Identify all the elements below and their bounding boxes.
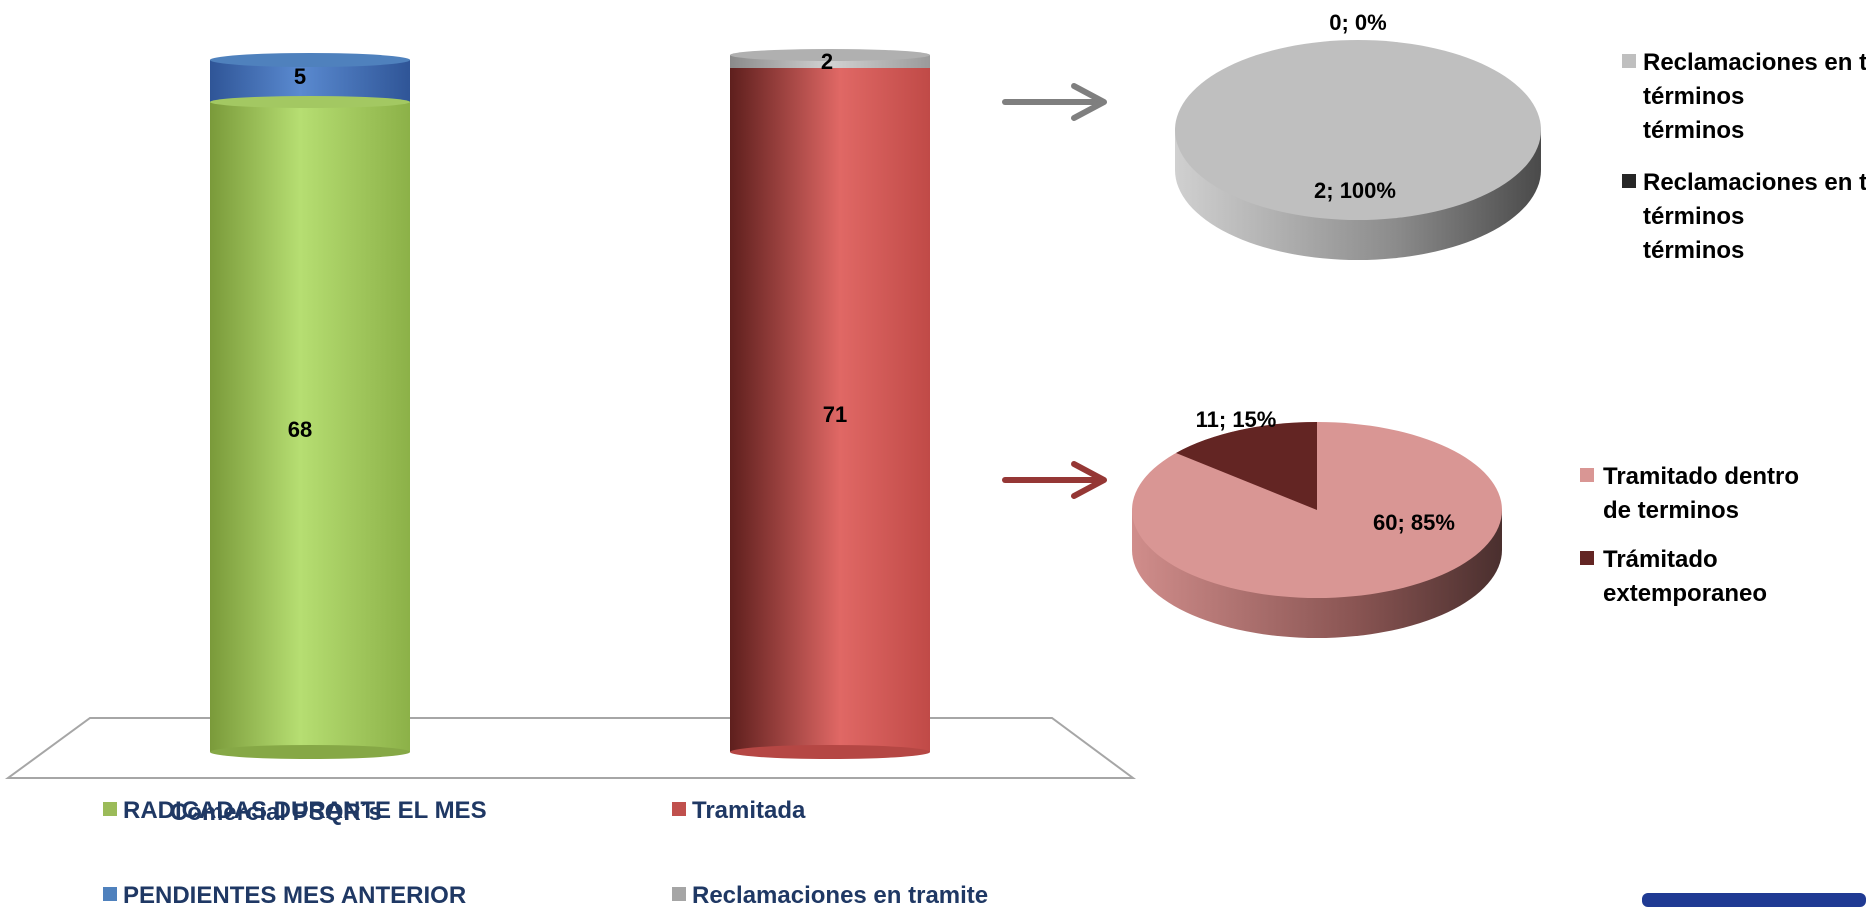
legend-label-tramitado-dentro-2: de terminos	[1603, 497, 1739, 524]
legend-label-extemporaneo-1: Trámitado	[1603, 546, 1718, 573]
legend-label-dentro-3: términos	[1643, 117, 1744, 144]
legend-label-extemporaneo-2: extemporaneo	[1603, 580, 1767, 607]
legend-pie-top: Reclamaciones en tramite dentro de térmi…	[1622, 49, 1866, 264]
pie-top-label-dentro: 2; 100%	[1314, 178, 1396, 203]
bar-tramitada	[730, 68, 930, 752]
legend-swatch-pendientes	[103, 887, 117, 901]
legend-label-fuera-2: términos	[1643, 203, 1744, 230]
data-label-tramitada: 71	[823, 402, 847, 427]
legend-label-pendientes: PENDIENTES MES ANTERIOR	[123, 882, 466, 907]
x-tick-label: Comercial PSQR´s	[170, 799, 382, 826]
data-label-reclamaciones: 2	[821, 49, 833, 74]
arrow-red	[1002, 461, 1107, 499]
pie-top	[1175, 40, 1541, 260]
legend-label-tramitado-dentro-1: Tramitado dentro	[1603, 463, 1799, 490]
legend-swatch-tramitado-dentro	[1580, 468, 1594, 482]
data-label-pendientes: 5	[294, 64, 306, 89]
bar-radicadas-bottom	[210, 745, 410, 759]
bar-pendientes-top	[210, 53, 410, 67]
bar-tramitada-bottom	[730, 745, 930, 759]
bar-radicadas	[210, 102, 410, 752]
legend-swatch-tramitada	[672, 802, 686, 816]
legend-label-dentro-2: términos	[1643, 83, 1744, 110]
legend-label-reclamaciones: Reclamaciones en tramite	[692, 882, 988, 907]
legend-swatch-extemporaneo	[1580, 551, 1594, 565]
data-label-radicadas: 68	[288, 417, 312, 442]
legend-swatch-reclamaciones	[672, 887, 686, 901]
pie-slice-dentro	[1175, 40, 1541, 220]
bar-boundary	[210, 96, 410, 108]
pie-bottom-label-extemporaneo: 11; 15%	[1196, 407, 1277, 432]
legend-pie-bottom: Tramitado dentro de terminos Trámitado e…	[1580, 463, 1799, 607]
legend-label-fuera-3: términos	[1643, 237, 1744, 264]
legend-label-radicadas: RADICADAS DURANTE EL MES	[123, 797, 487, 824]
corner-blue-block	[1642, 893, 1866, 907]
legend-label-fuera-1: Reclamaciones en tramite fuera de	[1643, 169, 1866, 196]
pie-bottom	[1132, 422, 1502, 638]
legend-swatch-fuera	[1622, 174, 1636, 188]
legend-label-tramitada: Tramitada	[692, 797, 806, 824]
arrow-gray	[1002, 83, 1107, 121]
legend-main: RADICADAS DURANTE EL MES PENDIENTES MES …	[103, 797, 988, 907]
chart-floor	[4, 717, 1137, 779]
legend-swatch-dentro	[1622, 54, 1636, 68]
stacked-cylinder-1	[210, 53, 410, 759]
bar-reclamaciones-top	[730, 49, 930, 61]
pie-bottom-label-dentro: 60; 85%	[1373, 510, 1455, 535]
pie-slice-extemporaneo	[1176, 422, 1317, 510]
legend-swatch-radicadas	[103, 802, 117, 816]
pie-top-label-fuera: 0; 0%	[1329, 10, 1386, 35]
legend-label-dentro-1: Reclamaciones en tramite dentro de	[1643, 49, 1866, 76]
stacked-cylinder-2	[730, 49, 930, 759]
